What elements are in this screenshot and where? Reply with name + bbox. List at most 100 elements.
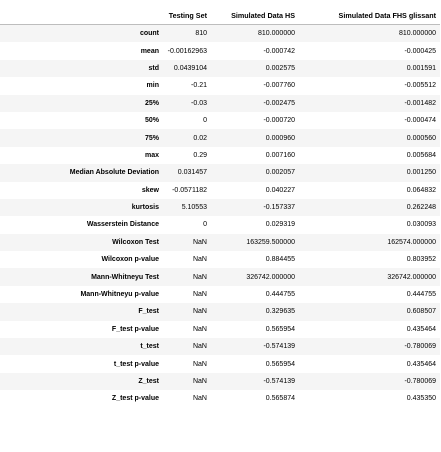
table-cell: 0.031457 (177, 169, 207, 177)
table-cell: -0.574139 (263, 343, 295, 351)
header-simulated-fhs: Simulated Data FHS glissant (299, 6, 440, 25)
table-row: std 0.0439104 0.002575 0.001591 (0, 59, 440, 78)
row-label: Median Absolute Deviation (69, 169, 159, 177)
table-cell: 810.000000 (399, 30, 436, 38)
row-label: count (139, 30, 159, 38)
table-cell: -0.21 (191, 82, 207, 90)
table-cell: NaN (192, 238, 207, 246)
row-label: 50% (144, 117, 159, 125)
table-cell: NaN (192, 291, 207, 299)
table-row: 75% 0.02 0.000960 0.000560 (0, 129, 440, 147)
table-cell: 810.000000 (258, 30, 295, 38)
statistics-table: Testing Set Simulated Data HS Simulated … (0, 6, 440, 408)
table-cell: 0.005684 (406, 151, 436, 159)
table-cell: -0.001482 (404, 99, 436, 107)
row-label: Mann-Whitneyu Test (91, 273, 159, 281)
table-cell: 0.444755 (265, 291, 295, 299)
table-row: max 0.29 0.007160 0.005684 (0, 147, 440, 164)
header-simulated-hs: Simulated Data HS (211, 6, 299, 25)
table-cell: 0.000560 (406, 134, 436, 142)
table-cell: 0.002057 (265, 169, 295, 177)
header-row: Testing Set Simulated Data HS Simulated … (0, 6, 440, 25)
table-cell: 0.030093 (406, 221, 436, 229)
table-header: Testing Set Simulated Data HS Simulated … (0, 6, 440, 25)
row-label: Z_test p-value (111, 395, 159, 403)
table-row: min -0.21 -0.007760 -0.005512 (0, 77, 440, 94)
row-label: t_test p-value (113, 360, 159, 368)
table-cell: 0.029319 (265, 221, 295, 229)
row-label: Wilcoxon Test (112, 238, 159, 246)
row-label: std (148, 64, 160, 72)
table-cell: 0.000960 (265, 134, 295, 142)
table-cell: NaN (192, 256, 207, 264)
table-cell: 0.007160 (265, 151, 295, 159)
table-cell: -0.00162963 (167, 47, 207, 55)
row-label: t_test (140, 343, 159, 351)
row-label: 25% (144, 99, 159, 107)
table-cell: 0.329635 (265, 308, 295, 316)
table-cell: NaN (192, 343, 207, 351)
table-row: F_test NaN 0.329635 0.608507 (0, 303, 440, 321)
table-cell: 0.565954 (265, 360, 295, 368)
table-cell: 0.040227 (265, 186, 295, 194)
table-cell: NaN (192, 325, 207, 333)
table-cell: -0.780069 (404, 378, 436, 385)
table-row: t_test p-value NaN 0.565954 0.435464 (0, 355, 440, 372)
table-cell: 0.884455 (265, 256, 295, 264)
table-cell: 0.001250 (406, 169, 436, 177)
table-cell: 0.435350 (406, 395, 436, 403)
table-cell: -0.574139 (263, 378, 295, 385)
table-row: Wilcoxon p-value NaN 0.884455 0.803952 (0, 251, 440, 268)
table-cell: 0.803952 (406, 256, 436, 264)
table-cell: 0.0439104 (173, 64, 207, 72)
row-label: F_test (138, 308, 159, 316)
table-cell: NaN (192, 308, 207, 316)
row-label: Wasserstein Distance (86, 221, 159, 229)
row-label: max (144, 151, 159, 159)
table-cell: 0.565874 (265, 395, 295, 403)
table-cell: 0.435464 (406, 360, 436, 368)
table-cell: 0.262248 (406, 204, 436, 212)
table-cell: -0.780069 (404, 343, 436, 351)
table-cell: 326742.000000 (387, 273, 436, 281)
table-cell: NaN (192, 273, 207, 281)
table-row: 50% 0 -0.000720 -0.000474 (0, 112, 440, 129)
table-cell: -0.000425 (404, 47, 436, 55)
table-cell: 810 (195, 30, 207, 38)
row-label: skew (141, 186, 159, 194)
table-row: Mann-Whitneyu p-value NaN 0.444755 0.444755 (0, 286, 440, 303)
table-cell: 0.444755 (406, 291, 436, 299)
header-testing-set: Testing Set (165, 6, 211, 25)
table-row: Wilcoxon Test NaN 163259.500000 162574.0000… (0, 233, 440, 252)
table-cell: -0.03 (191, 99, 207, 107)
row-label: Mann-Whitneyu p-value (80, 291, 159, 299)
table-cell: 0.02 (193, 134, 207, 142)
table-row: t_test NaN -0.574139 -0.780069 (0, 338, 440, 356)
table-row: kurtosis 5.10553 -0.157337 0.262248 (0, 198, 440, 217)
table-cell: -0.007760 (263, 82, 295, 90)
table-cell: -0.000720 (263, 117, 295, 125)
table-cell: 0 (203, 221, 207, 229)
table-cell: 0.435464 (406, 325, 436, 333)
header-index (0, 6, 165, 25)
row-label: Z_test (138, 378, 159, 385)
table-cell: -0.000474 (404, 117, 436, 125)
table-cell: -0.157337 (263, 204, 295, 212)
table-cell: -0.005512 (404, 82, 436, 90)
table-cell: 0.608507 (406, 308, 436, 316)
table-cell: 5.10553 (181, 204, 207, 212)
table-row: count 810 810.000000 810.000000 (0, 24, 440, 43)
table-cell: -0.002475 (263, 99, 295, 107)
table-cell: NaN (192, 360, 207, 368)
table-row: Median Absolute Deviation 0.031457 0.00205… (0, 164, 440, 182)
table-cell: NaN (192, 378, 207, 385)
table-row: mean -0.00162963 -0.000742 -0.000425 (0, 42, 440, 59)
table-cell: 0.002575 (265, 64, 295, 72)
table-cell: 0.001591 (406, 64, 436, 72)
table-cell: 162574.000000 (387, 238, 436, 246)
table-cell: NaN (192, 395, 207, 403)
table-cell: -0.000742 (263, 47, 295, 55)
row-label: 75% (144, 134, 159, 142)
table-row: Z_test p-value NaN 0.565874 0.435350 (0, 390, 440, 407)
table-row: F_test p-value NaN 0.565954 0.435464 (0, 321, 440, 338)
